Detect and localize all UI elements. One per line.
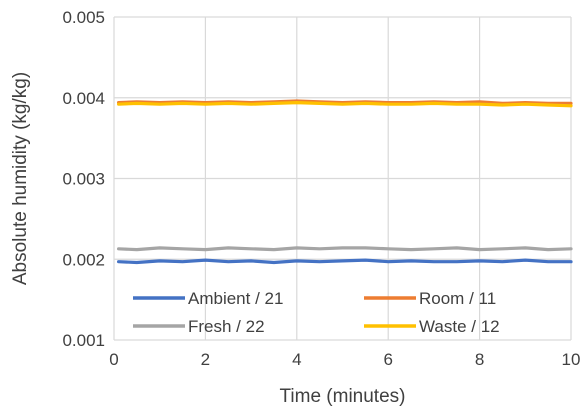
x-tick-label: 2 [201, 350, 210, 369]
x-tick-label: 10 [562, 350, 581, 369]
legend: Ambient / 21 Room / 11 Fresh / 22 Waste / 1… [133, 289, 500, 336]
y-tick-label: 0.001 [62, 331, 105, 350]
x-tick-label: 4 [292, 350, 301, 369]
y-tick-label: 0.002 [62, 250, 105, 269]
x-axis-title: Time (minutes) [280, 386, 406, 407]
x-tick-label: 0 [109, 350, 118, 369]
y-tick-label: 0.003 [62, 170, 105, 189]
series-line-2 [116, 246, 573, 252]
tick-labels: 0.001 0.002 0.003 0.004 0.005 0 2 4 6 8 10 [62, 8, 580, 369]
grid-lines [113, 16, 572, 341]
series-line-0 [116, 258, 573, 265]
legend-label-3: Waste / 12 [419, 317, 500, 336]
legend-label-1: Room / 11 [419, 289, 496, 308]
legend-label-0: Ambient / 21 [188, 289, 283, 308]
x-tick-label: 8 [475, 350, 484, 369]
y-tick-label: 0.005 [62, 8, 105, 27]
x-tick-label: 6 [383, 350, 392, 369]
series-lines [116, 99, 573, 265]
series-line-3 [116, 100, 573, 108]
legend-label-2: Fresh / 22 [188, 317, 265, 336]
y-axis-title: Absolute humidity (kg/kg) [10, 72, 31, 285]
y-tick-label: 0.004 [62, 89, 105, 108]
